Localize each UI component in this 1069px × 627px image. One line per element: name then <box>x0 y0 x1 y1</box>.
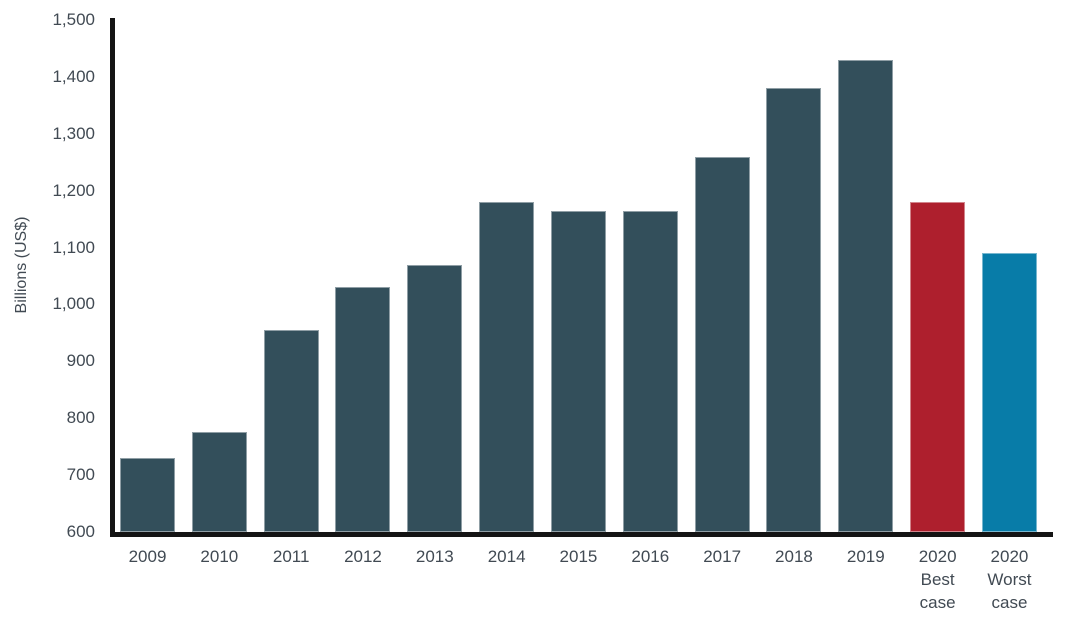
bar-2020-worst-case <box>981 253 1037 532</box>
x-tick-label-2015: 2015 <box>559 547 598 566</box>
y-tick-label-1000: 1,000 <box>52 294 95 314</box>
bar-2020-best-case <box>910 202 966 532</box>
bar-2012 <box>335 287 391 532</box>
x-tick-label-2018: 2018 <box>775 547 813 566</box>
y-tick-label-1500: 1,500 <box>52 10 95 29</box>
y-tick-label-800: 800 <box>66 408 95 428</box>
bar-2015 <box>550 210 606 532</box>
bar-2009 <box>120 458 175 532</box>
bar-2014 <box>479 202 535 532</box>
x-tick-label-2020-worst-case: 2020 Worst case <box>987 547 1032 612</box>
x-tick-label-2017: 2017 <box>703 547 742 566</box>
bar-2013 <box>407 264 463 532</box>
y-tick-label-1100: 1,100 <box>52 237 95 257</box>
x-tick-label-2014: 2014 <box>487 547 526 566</box>
y-tick-label-1400: 1,400 <box>52 66 95 86</box>
bar-2011 <box>263 330 319 532</box>
x-tick-label-2010: 2010 <box>200 547 239 566</box>
x-tick-label-2019: 2019 <box>846 547 885 566</box>
bar-2017 <box>694 156 750 532</box>
y-tick-label-900: 900 <box>66 351 95 371</box>
y-axis-line <box>110 18 115 537</box>
x-tick-label-2016: 2016 <box>631 547 670 566</box>
x-tick-label-2009: 2009 <box>128 547 167 566</box>
y-tick-label-1200: 1,200 <box>52 180 95 200</box>
bar-2010 <box>191 432 247 532</box>
bar-2019 <box>838 59 894 532</box>
x-axis-line <box>110 532 1053 537</box>
y-tick-label-600: 600 <box>66 522 95 541</box>
x-tick-label-2020-best-case: 2020 Best case <box>918 547 957 612</box>
x-tick-label-2011: 2011 <box>272 547 310 566</box>
y-tick-label-700: 700 <box>66 465 95 485</box>
bar-2018 <box>766 88 822 532</box>
y-tick-label-1300: 1,300 <box>52 123 95 143</box>
bar-2016 <box>622 210 678 532</box>
x-tick-label-2013: 2013 <box>415 547 454 566</box>
x-tick-label-2012: 2012 <box>344 547 382 566</box>
